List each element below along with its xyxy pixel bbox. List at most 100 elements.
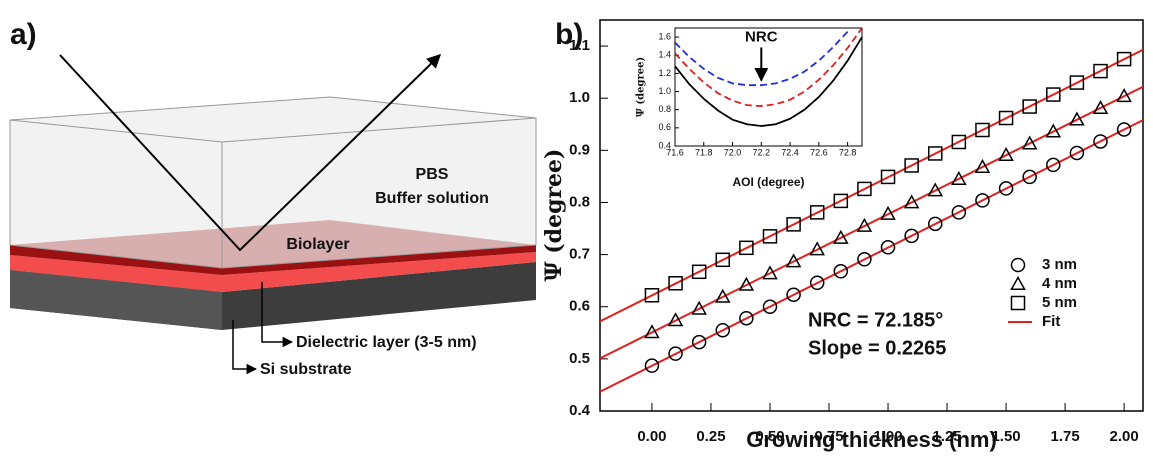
marker — [1116, 122, 1132, 137]
annotation: Slope = 0.2265 — [808, 337, 946, 359]
marker — [691, 300, 707, 315]
fit-line — [600, 119, 1143, 393]
marker — [927, 182, 944, 197]
y-tick-label: 0.9 — [569, 141, 590, 158]
marker — [762, 265, 778, 280]
y-tick-label: 1.0 — [658, 86, 671, 96]
marker — [1046, 87, 1061, 102]
x-tick-label: 1.25 — [932, 428, 961, 445]
marker — [998, 146, 1014, 161]
pbs-label: PBS — [416, 166, 449, 183]
si-front — [10, 270, 222, 330]
y-tick-label: 0.7 — [569, 246, 590, 263]
legend-label: 5 nm — [1042, 294, 1077, 311]
marker — [951, 134, 967, 150]
marker — [809, 241, 825, 256]
marker — [786, 217, 801, 232]
y-tick-label: 1.0 — [569, 89, 590, 106]
marker — [785, 253, 802, 268]
panel-label: a) — [10, 18, 37, 51]
marker — [1045, 123, 1062, 138]
marker — [1116, 51, 1132, 67]
marker — [857, 181, 872, 197]
y-tick-label: 0.6 — [658, 122, 671, 132]
marker — [975, 122, 990, 138]
legend-marker — [1010, 295, 1026, 311]
buffer-box — [9, 96, 537, 269]
x-tick-label: 2.00 — [1110, 428, 1139, 445]
marker — [668, 346, 683, 361]
marker — [762, 299, 778, 314]
marker — [880, 240, 896, 255]
legend-marker — [1010, 257, 1026, 273]
marker — [856, 217, 873, 232]
plot-area — [675, 28, 862, 127]
marker — [833, 229, 849, 244]
curve — [675, 31, 849, 87]
marker — [927, 146, 943, 161]
marker — [667, 312, 684, 327]
marker — [1093, 63, 1108, 79]
marker — [1092, 100, 1109, 115]
marker — [951, 205, 967, 220]
y-tick-label: 0.8 — [569, 193, 590, 210]
x-tick-label: 1.75 — [1050, 428, 1079, 445]
light-ray — [59, 54, 442, 252]
marker — [691, 334, 707, 350]
marker — [691, 264, 707, 280]
marker — [880, 169, 896, 185]
legend-marker — [1010, 275, 1026, 290]
marker — [738, 276, 755, 291]
x-tick-label: 0.00 — [637, 428, 666, 445]
marker — [975, 193, 990, 208]
plot-frame — [674, 27, 863, 147]
y-axis-label: Ψ (degree) — [636, 57, 647, 117]
y-tick-label: 0.4 — [658, 140, 671, 150]
x-tick-label: 0.50 — [755, 428, 784, 445]
marker — [739, 240, 754, 256]
x-tick-label: 71.6 — [666, 147, 684, 157]
pointer — [232, 320, 258, 375]
pointer — [261, 282, 294, 348]
y-tick-label: 1.1 — [569, 37, 590, 54]
y-tick-label: 0.8 — [658, 104, 671, 114]
marker — [786, 287, 801, 302]
x-axis-label: Growing thickness (nm) — [746, 427, 997, 452]
fit-line — [600, 85, 1143, 360]
marker — [739, 310, 754, 326]
marker — [1116, 88, 1132, 103]
biolayer-edge — [10, 245, 536, 275]
marker — [714, 288, 731, 303]
marker — [809, 275, 825, 291]
legend-label: 3 nm — [1042, 256, 1077, 273]
y-tick-label: 0.6 — [569, 298, 590, 315]
inset-background — [675, 28, 862, 146]
marker — [1021, 135, 1038, 150]
marker — [1046, 157, 1061, 173]
x-tick-label: 71.8 — [695, 147, 713, 157]
marker — [904, 228, 919, 244]
x-tick-label: 72.8 — [839, 147, 857, 157]
marker — [1069, 145, 1085, 161]
marker — [715, 252, 731, 268]
y-tick-label: 0.4 — [569, 402, 591, 419]
legend-label: Fit — [1042, 313, 1060, 330]
marker — [857, 252, 872, 267]
marker — [833, 193, 849, 209]
y-tick-label: 0.5 — [569, 350, 590, 367]
x-axis-label: AOI (degree) — [732, 175, 804, 189]
marker — [998, 110, 1014, 126]
substrate-label: Si substrate — [260, 361, 352, 378]
marker — [998, 181, 1014, 196]
dielectric-layer — [10, 252, 536, 292]
x-tick-label: 72.0 — [724, 147, 742, 157]
marker — [715, 322, 731, 338]
marker — [809, 205, 825, 220]
marker — [974, 158, 991, 173]
dielectric-label: Dielectric layer (3-5 nm) — [296, 334, 477, 351]
marker — [927, 216, 943, 232]
marker — [668, 276, 683, 291]
y-axis-label: Ψ (degree) — [541, 149, 567, 282]
panel-label: b) — [555, 18, 583, 51]
